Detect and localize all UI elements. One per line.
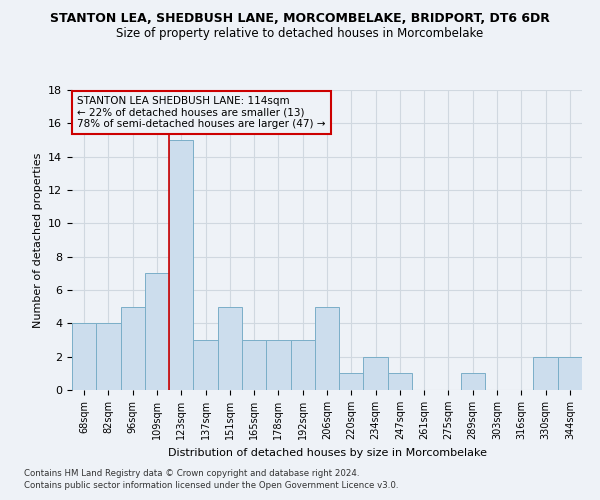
Y-axis label: Number of detached properties: Number of detached properties xyxy=(32,152,43,328)
Bar xyxy=(242,340,266,390)
Text: Size of property relative to detached houses in Morcombelake: Size of property relative to detached ho… xyxy=(116,28,484,40)
Bar xyxy=(218,306,242,390)
Bar xyxy=(169,140,193,390)
Text: Contains HM Land Registry data © Crown copyright and database right 2024.: Contains HM Land Registry data © Crown c… xyxy=(24,468,359,477)
Bar xyxy=(558,356,582,390)
Text: STANTON LEA, SHEDBUSH LANE, MORCOMBELAKE, BRIDPORT, DT6 6DR: STANTON LEA, SHEDBUSH LANE, MORCOMBELAKE… xyxy=(50,12,550,26)
Bar xyxy=(364,356,388,390)
Text: STANTON LEA SHEDBUSH LANE: 114sqm
← 22% of detached houses are smaller (13)
78% : STANTON LEA SHEDBUSH LANE: 114sqm ← 22% … xyxy=(77,96,326,129)
Bar xyxy=(266,340,290,390)
Bar xyxy=(290,340,315,390)
Bar xyxy=(315,306,339,390)
Bar xyxy=(388,374,412,390)
Bar xyxy=(339,374,364,390)
Bar xyxy=(461,374,485,390)
Bar xyxy=(193,340,218,390)
Bar xyxy=(121,306,145,390)
Bar xyxy=(72,324,96,390)
Bar xyxy=(145,274,169,390)
Bar xyxy=(96,324,121,390)
Text: Contains public sector information licensed under the Open Government Licence v3: Contains public sector information licen… xyxy=(24,481,398,490)
Bar xyxy=(533,356,558,390)
X-axis label: Distribution of detached houses by size in Morcombelake: Distribution of detached houses by size … xyxy=(167,448,487,458)
